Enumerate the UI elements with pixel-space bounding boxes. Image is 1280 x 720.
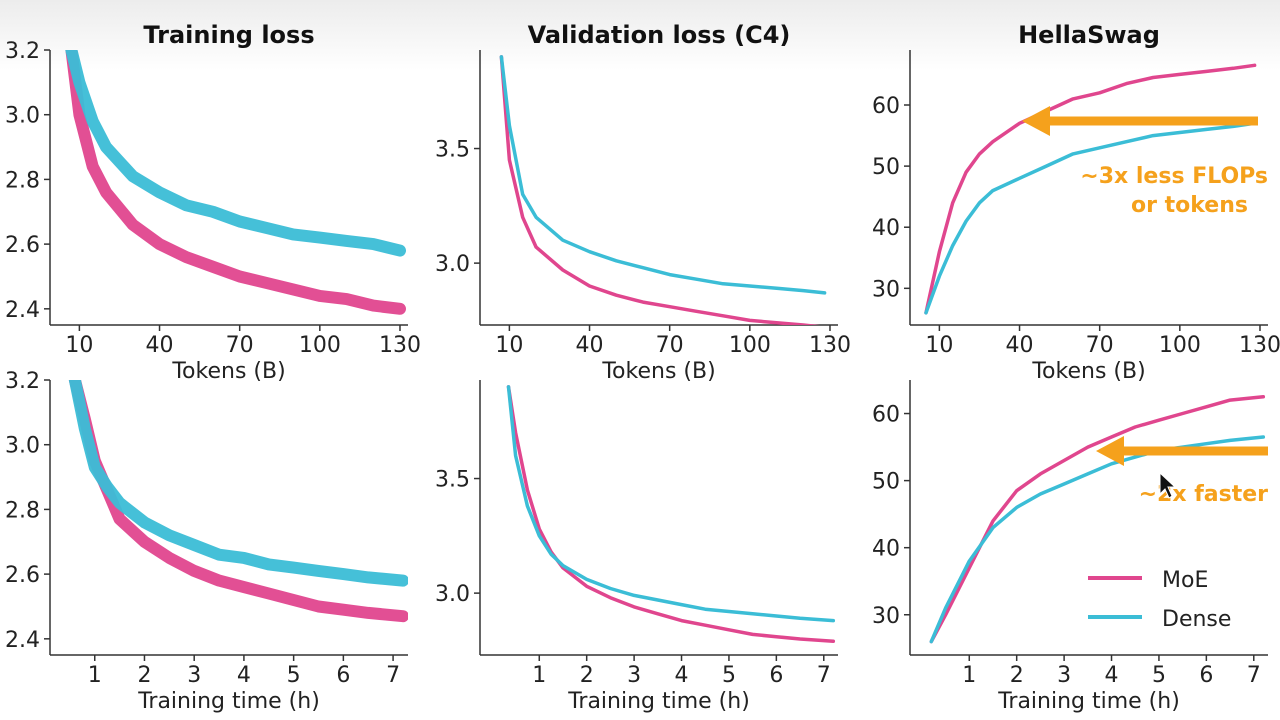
panel-training-loss-time: 1 2 3 4 5 6 7 2.4 2.6 2.8 3.0 3.2 Training time (h)	[5, 369, 408, 714]
series-line-dense	[499, 55, 827, 295]
panel-training-loss-tokens: 10 40 70 100 130 2.4 2.6 2.8 3.0 3.2 Tokens (B)	[5, 39, 421, 384]
x-tick-label: 4	[1105, 663, 1119, 688]
x-tick-label: 4	[675, 663, 689, 688]
series-line-dense	[929, 435, 1266, 644]
x-tick-label: 10	[495, 333, 523, 358]
x-axis-label: Training time (h)	[137, 689, 320, 714]
y-tick-label: 60	[872, 94, 900, 119]
series-line-moe	[924, 63, 1257, 315]
y-tick-label: 30	[872, 604, 900, 629]
y-tick-label: 2.4	[5, 298, 40, 323]
x-tick-label: 5	[287, 663, 301, 688]
y-tick-label: 3.0	[5, 434, 40, 459]
y-tick-label: 50	[872, 470, 900, 495]
y-tick-label: 40	[872, 216, 900, 241]
series-line-moe	[929, 395, 1266, 644]
y-tick-label: 3.0	[435, 252, 470, 277]
x-tick-label: 3	[627, 663, 641, 688]
x-tick-label: 1	[532, 663, 546, 688]
x-tick-label: 2	[580, 663, 594, 688]
x-tick-label: 100	[729, 333, 771, 358]
y-tick-label: 3.5	[435, 138, 470, 163]
x-tick-label: 6	[336, 663, 350, 688]
x-tick-label: 4	[237, 663, 251, 688]
x-tick-label: 2	[1010, 663, 1024, 688]
x-tick-label: 70	[1086, 333, 1114, 358]
x-tick-label: 5	[1152, 663, 1166, 688]
title-validation-loss: Validation loss (C4)	[528, 21, 791, 49]
y-tick-label: 40	[872, 537, 900, 562]
x-axis-label: Training time (h)	[997, 689, 1180, 714]
x-tick-label: 3	[187, 663, 201, 688]
x-tick-label: 130	[1239, 333, 1280, 358]
title-training-loss: Training loss	[143, 21, 314, 49]
x-axis-label: Training time (h)	[567, 689, 750, 714]
series-line-dense	[924, 121, 1257, 315]
y-tick-label: 2.6	[5, 563, 40, 588]
x-tick-label: 1	[88, 663, 102, 688]
legend-label-moe: MoE	[1162, 568, 1208, 593]
x-tick-label: 100	[299, 333, 341, 358]
y-tick-label: 3.5	[435, 468, 470, 493]
mouse-cursor-icon	[1159, 471, 1177, 499]
panel-hellaswag-tokens: 10 40 70 100 130 30 40 50 60 Tokens (B)	[872, 50, 1280, 384]
y-tick-label: 2.4	[5, 628, 40, 653]
title-hellaswag: HellaSwag	[1018, 21, 1160, 49]
panel-validation-loss-tokens: 10 40 70 100 130 3.0 3.5 Tokens (B)	[435, 50, 851, 384]
series-line-moe	[65, 50, 406, 315]
y-tick-label: 2.6	[5, 233, 40, 258]
x-tick-label: 7	[817, 663, 831, 688]
y-tick-label: 3.2	[5, 39, 40, 64]
x-tick-label: 130	[379, 333, 421, 358]
x-tick-label: 70	[226, 333, 254, 358]
annotation-time: ~2x faster	[1096, 436, 1268, 507]
x-tick-label: 10	[65, 333, 93, 358]
legend: MoE Dense	[1088, 568, 1231, 632]
annotation-tokens-line2: or tokens	[1131, 193, 1248, 218]
series-line-dense	[68, 380, 408, 587]
x-tick-label: 7	[386, 663, 400, 688]
annotation-time-label: ~2x faster	[1139, 482, 1269, 507]
x-tick-label: 6	[769, 663, 783, 688]
x-tick-label: 100	[1159, 333, 1201, 358]
annotation-tokens: ~3x less FLOPs or tokens	[1022, 106, 1268, 218]
series-line-dense	[506, 385, 836, 623]
x-axis-label: Tokens (B)	[1031, 359, 1145, 384]
series-line-moe	[499, 55, 820, 325]
x-axis-label: Tokens (B)	[171, 359, 285, 384]
series-line-moe	[506, 385, 836, 644]
x-tick-label: 40	[576, 333, 604, 358]
y-tick-label: 3.0	[5, 104, 40, 129]
y-tick-label: 60	[872, 403, 900, 428]
y-tick-label: 3.0	[435, 582, 470, 607]
x-axis-label: Tokens (B)	[601, 359, 715, 384]
y-tick-label: 2.8	[5, 498, 40, 523]
x-tick-label: 10	[925, 333, 953, 358]
y-tick-label: 2.8	[5, 168, 40, 193]
y-tick-label: 30	[872, 277, 900, 302]
panel-validation-loss-time: 1 2 3 4 5 6 7 3.0 3.5 Training time (h)	[435, 380, 838, 714]
x-tick-label: 6	[1199, 663, 1213, 688]
y-tick-label: 3.2	[5, 369, 40, 394]
y-tick-label: 50	[872, 155, 900, 180]
legend-label-dense: Dense	[1162, 607, 1231, 632]
panel-hellaswag-time: 1 2 3 4 5 6 7 30 40 50 60 Training time (h)	[872, 380, 1268, 714]
x-tick-label: 5	[722, 663, 736, 688]
arrow-head-time	[1096, 436, 1124, 466]
annotation-tokens-line1: ~3x less FLOPs	[1080, 164, 1268, 189]
x-tick-label: 2	[137, 663, 151, 688]
arrow-head-tokens	[1022, 106, 1050, 136]
x-tick-label: 70	[656, 333, 684, 358]
series-line-dense	[65, 50, 406, 257]
x-tick-label: 1	[962, 663, 976, 688]
x-tick-label: 3	[1057, 663, 1071, 688]
x-tick-label: 40	[146, 333, 174, 358]
x-tick-label: 130	[809, 333, 851, 358]
x-tick-label: 7	[1247, 663, 1261, 688]
x-tick-label: 40	[1006, 333, 1034, 358]
